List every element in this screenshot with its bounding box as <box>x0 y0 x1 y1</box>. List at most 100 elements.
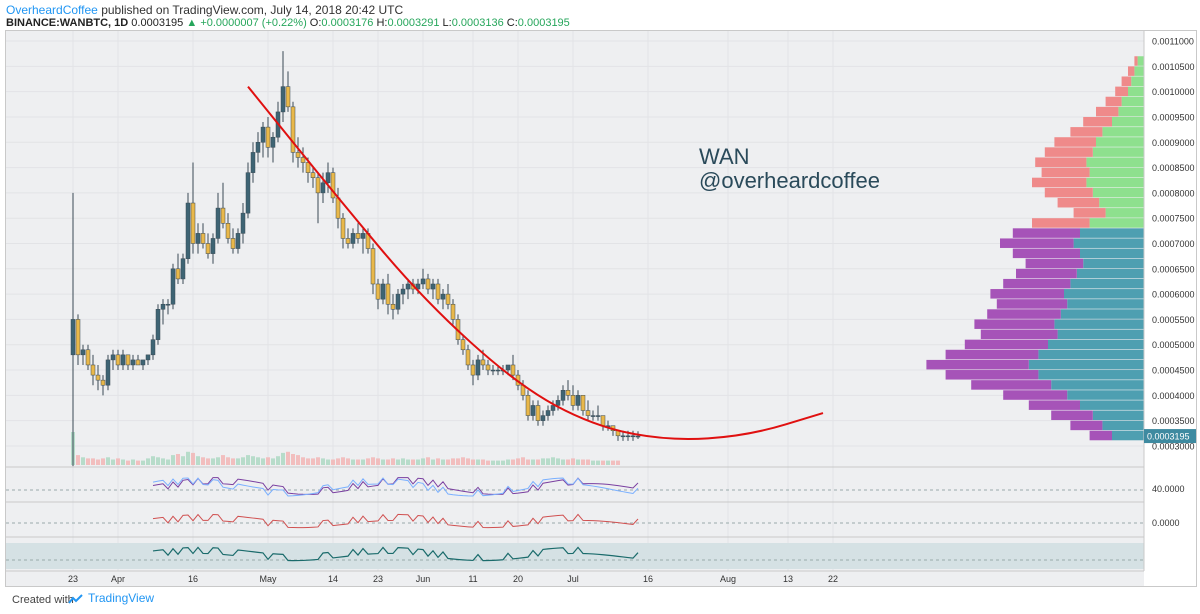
volume-bar <box>406 459 410 465</box>
profile-bar-down <box>971 380 1052 390</box>
candle-body <box>505 364 511 371</box>
price-tick-label: 0.0008500 <box>1152 163 1195 173</box>
volume-bar <box>516 458 520 465</box>
profile-bar-up <box>1080 400 1144 410</box>
tradingview-logo-icon <box>68 594 83 604</box>
volume-bar <box>431 459 435 465</box>
volume-bar <box>541 458 545 465</box>
up-arrow-icon: ▲ <box>186 17 198 29</box>
time-axis[interactable]: 23 Apr 16 May 14 23 Jun 11 20 Jul 16 Aug 13 22 <box>6 570 1144 584</box>
volume-bar <box>101 458 105 465</box>
volume-bar <box>251 456 255 465</box>
profile-bar-down <box>964 339 1048 350</box>
volume-bar <box>176 454 180 465</box>
candle-body <box>75 319 81 356</box>
volume-bar <box>246 455 250 465</box>
profile-bar-up <box>1051 380 1144 390</box>
profile-bar-up <box>1073 238 1144 248</box>
volume-bar <box>581 459 585 465</box>
volume-bar <box>211 458 215 465</box>
trend-curve[interactable] <box>247 85 824 440</box>
profile-bar-up <box>1137 56 1144 66</box>
profile-bar-down <box>1083 116 1112 127</box>
candle-body <box>315 177 321 194</box>
price-tick-label: 0.0006000 <box>1152 290 1195 300</box>
candle-body <box>170 268 176 305</box>
profile-bar-down <box>1041 167 1090 178</box>
time-tick-label: 16 <box>188 574 198 584</box>
candle-body <box>85 349 91 366</box>
candle-body <box>395 293 401 310</box>
volume-bar <box>601 460 605 465</box>
chart-header: OverheardCoffee published on TradingView… <box>0 0 1200 30</box>
profile-bar-up <box>1038 370 1144 380</box>
last-price-badge <box>1144 429 1196 444</box>
candlestick-chart[interactable]: WAN @overheardcoffee 0.00110000.00105000… <box>6 31 1196 586</box>
symbol-name[interactable]: BINANCE:WANBTC, 1D <box>6 17 129 29</box>
volume-bar <box>566 459 570 465</box>
tradingview-brand[interactable]: TradingView <box>68 591 154 605</box>
symbol-legend: BINANCE:WANBTC, 1D 0.0003195 ▲ +0.000000… <box>6 17 570 29</box>
candle-body <box>555 400 561 406</box>
username-link[interactable]: OverheardCoffee <box>6 3 98 17</box>
volume-bar <box>121 459 125 465</box>
volume-bar <box>321 458 325 465</box>
volume-bar <box>526 459 530 465</box>
price-axis[interactable]: 0.0011000 0.0010500 0.0010000 0.0009500 0.00… <box>1143 31 1196 571</box>
volume-bar <box>171 455 175 465</box>
volume-bar <box>156 457 160 465</box>
profile-bar-down <box>1025 258 1084 269</box>
chart-frame[interactable]: WAN @overheardcoffee 0.0011000 0.0010500 0… <box>5 30 1197 587</box>
candle-body <box>270 136 276 148</box>
candle-body <box>485 364 491 371</box>
volume-bar <box>536 459 540 465</box>
profile-bar-down <box>1070 420 1103 431</box>
candle-body <box>450 303 456 320</box>
volume-bar <box>486 460 490 465</box>
candle-body <box>380 283 386 300</box>
volume-bar <box>366 458 370 465</box>
volume-bar <box>461 457 465 465</box>
volume-bar <box>351 459 355 465</box>
candle-body <box>175 268 181 280</box>
volume-bar <box>476 459 480 465</box>
candle-body <box>305 162 311 173</box>
profile-bar-down <box>1035 157 1087 167</box>
profile-bar-down <box>1073 208 1106 218</box>
candle-body <box>370 248 376 285</box>
candle-body <box>585 410 591 416</box>
candle-body <box>545 410 551 416</box>
profile-bar-down <box>1044 147 1093 157</box>
profile-bar-up <box>1099 197 1144 208</box>
candle-body <box>460 339 466 351</box>
profile-bar-up <box>1086 177 1144 188</box>
volume-bar <box>441 459 445 465</box>
candle-body <box>420 278 426 285</box>
price-tick-label: 0.0005000 <box>1152 340 1195 350</box>
volume-bar <box>256 457 260 465</box>
volume-bar <box>216 457 220 465</box>
profile-bar-up <box>1128 86 1144 97</box>
low-label: L: <box>442 17 452 29</box>
price-tick-label: 0.0008000 <box>1152 188 1195 198</box>
time-tick-label: Apr <box>111 574 125 584</box>
profile-bar-down <box>987 309 1061 319</box>
profile-bar-down <box>945 370 1039 380</box>
profile-bar-down <box>974 319 1055 329</box>
profile-bar-down <box>1012 228 1080 238</box>
candle-body <box>200 233 206 244</box>
volume-bar <box>341 457 345 465</box>
profile-bar-down <box>945 349 1039 360</box>
brand-label: TradingView <box>88 591 155 605</box>
close-label: C: <box>506 17 518 29</box>
volume-bar <box>471 459 475 465</box>
candle-body <box>475 359 481 376</box>
time-tick-label: Jul <box>567 574 579 584</box>
profile-bar-down <box>1057 197 1100 208</box>
rsi-line <box>152 477 639 495</box>
volume-bar <box>151 456 155 465</box>
open-label: O: <box>309 17 322 29</box>
profile-bar-down <box>980 329 1058 340</box>
profile-bar-up <box>1096 137 1144 147</box>
candle-body <box>480 359 486 366</box>
